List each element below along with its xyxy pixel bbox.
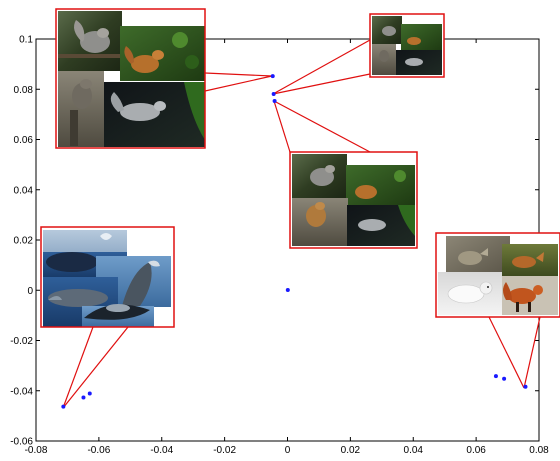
squirrel-photo-1 — [58, 11, 122, 71]
y-tick-label: 0.02 — [14, 236, 34, 247]
callout-line-foxes-b — [523, 316, 541, 389]
callout-box-foxes — [435, 232, 560, 318]
squirrel-thumb-3 — [372, 44, 396, 75]
data-point-0 — [61, 404, 66, 409]
squirrel-med-4 — [347, 205, 415, 246]
x-tick-label: 0 — [285, 445, 291, 456]
data-point-9 — [523, 384, 528, 389]
image-cluster-squirrels-medium — [289, 151, 418, 249]
fox-photo-2 — [502, 244, 558, 276]
x-tick-label: 0.02 — [341, 445, 361, 456]
image-cluster-foxes — [435, 232, 560, 318]
image-cluster-squirrels — [55, 8, 206, 149]
y-tick-label: -0.02 — [10, 336, 33, 347]
y-axis-ticks: -0.06 -0.04 -0.02 0 0.02 0.04 0.06 0.08 0.1 — [10, 35, 539, 448]
y-tick-label: -0.04 — [10, 386, 33, 397]
callout-line-squirrels-small-a — [272, 39, 371, 95]
callout-line-squirrels-b — [204, 75, 273, 92]
data-point-2 — [87, 391, 92, 396]
callout-lines — [62, 39, 541, 409]
callout-line-whales-b — [62, 326, 129, 409]
image-cluster-squirrels-small — [369, 13, 445, 78]
squirrel-med-2 — [346, 165, 415, 205]
squirrel-thumb-2 — [401, 24, 442, 50]
callout-line-squirrels-medium-a — [273, 100, 291, 153]
y-tick-label: 0 — [27, 286, 33, 297]
callout-box-whales — [40, 226, 175, 328]
squirrel-photo-4 — [104, 82, 205, 147]
callout-box-squirrels — [55, 8, 206, 149]
data-point-7 — [493, 374, 498, 379]
x-tick-label: -0.06 — [87, 445, 110, 456]
x-tick-label: 0.08 — [529, 445, 549, 456]
callout-line-foxes-a — [488, 316, 525, 389]
x-tick-label: 0.04 — [404, 445, 424, 456]
y-tick-label: 0.04 — [14, 185, 34, 196]
fox-photo-3 — [438, 272, 502, 315]
x-tick-label: 0.06 — [466, 445, 486, 456]
y-tick-label: 0.08 — [14, 85, 34, 96]
fox-photo-4 — [502, 276, 558, 315]
image-cluster-whales — [40, 226, 175, 328]
data-point-1 — [81, 395, 86, 400]
callout-line-squirrels-a — [204, 72, 273, 77]
data-points — [61, 74, 528, 409]
squirrel-photo-3 — [58, 71, 104, 147]
y-tick-label: -0.06 — [10, 437, 33, 448]
y-tick-label: 0.1 — [19, 35, 33, 46]
squirrel-med-3 — [292, 198, 348, 246]
y-tick-label: 0.06 — [14, 135, 34, 146]
data-point-4 — [271, 92, 276, 97]
squirrel-thumb-4 — [396, 50, 442, 75]
data-point-8 — [502, 376, 507, 381]
x-axis-ticks: -0.08 -0.06 -0.04 -0.02 0 0.02 0.04 0.06 0.08 — [25, 39, 549, 456]
data-point-5 — [272, 99, 277, 104]
squirrel-photo-2 — [120, 26, 205, 81]
fox-photo-1 — [446, 236, 510, 274]
data-point-6 — [285, 287, 290, 292]
squirrel-thumb-1 — [372, 16, 402, 44]
callout-box-squirrels-small — [369, 13, 445, 78]
x-tick-label: -0.02 — [213, 445, 236, 456]
data-point-3 — [270, 74, 275, 79]
x-tick-label: -0.04 — [150, 445, 173, 456]
callout-line-squirrels-small-b — [272, 73, 371, 95]
x-tick-label: -0.08 — [25, 445, 48, 456]
callout-line-squirrels-medium-b — [273, 100, 371, 153]
whale-photo-4 — [82, 304, 154, 327]
callout-line-whales-a — [62, 326, 94, 409]
callout-box-squirrels-medium — [289, 151, 418, 249]
squirrel-med-1 — [292, 154, 347, 198]
